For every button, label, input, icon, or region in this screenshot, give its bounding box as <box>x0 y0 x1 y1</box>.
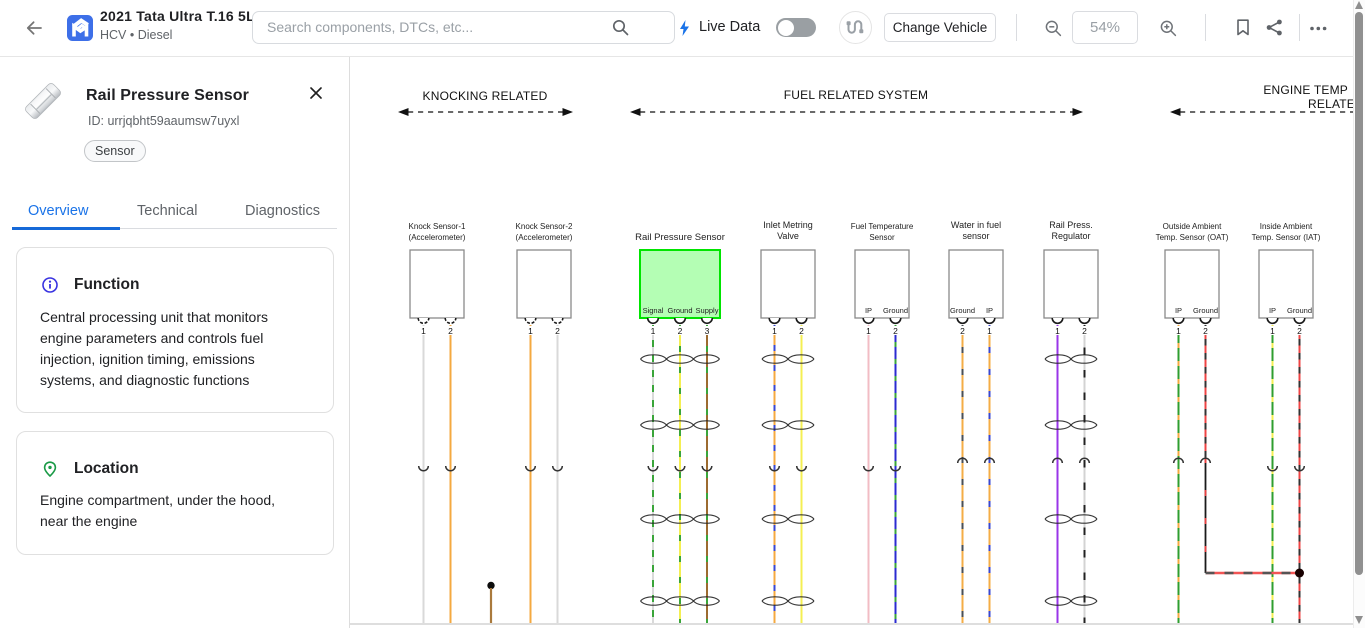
svg-text:Water in fuel: Water in fuel <box>951 220 1001 230</box>
svg-text:1: 1 <box>1176 326 1181 336</box>
svg-text:Regulator: Regulator <box>1051 231 1090 241</box>
svg-text:Temp. Sensor (IAT): Temp. Sensor (IAT) <box>1252 233 1321 242</box>
svg-text:(Accelerometer): (Accelerometer) <box>516 233 573 242</box>
svg-text:Knock Sensor-1: Knock Sensor-1 <box>409 222 466 231</box>
svg-text:IP: IP <box>1269 306 1276 315</box>
svg-text:1: 1 <box>528 326 533 336</box>
svg-text:Rail Pressure Sensor: Rail Pressure Sensor <box>635 232 725 243</box>
svg-text:Ground: Ground <box>950 306 975 315</box>
svg-text:(Accelerometer): (Accelerometer) <box>409 233 466 242</box>
svg-text:1: 1 <box>651 326 656 336</box>
svg-text:Inlet Metring: Inlet Metring <box>763 220 813 230</box>
svg-text:2: 2 <box>555 326 560 336</box>
svg-text:Ground: Ground <box>1287 306 1312 315</box>
svg-text:Inside Ambient: Inside Ambient <box>1260 222 1313 231</box>
svg-text:2: 2 <box>448 326 453 336</box>
svg-text:2: 2 <box>1203 326 1208 336</box>
svg-text:2: 2 <box>799 326 804 336</box>
svg-text:2: 2 <box>1297 326 1302 336</box>
svg-text:sensor: sensor <box>962 231 989 241</box>
svg-text:1: 1 <box>1270 326 1275 336</box>
svg-text:Temp. Sensor (OAT): Temp. Sensor (OAT) <box>1156 233 1229 242</box>
svg-text:Ground: Ground <box>1193 306 1218 315</box>
svg-text:Ground: Ground <box>667 306 692 315</box>
svg-text:2: 2 <box>893 326 898 336</box>
svg-text:IP: IP <box>865 306 872 315</box>
svg-text:1: 1 <box>421 326 426 336</box>
svg-text:KNOCKING RELATED: KNOCKING RELATED <box>423 89 548 103</box>
svg-text:1: 1 <box>987 326 992 336</box>
svg-text:Sensor: Sensor <box>869 233 895 242</box>
svg-text:Signal: Signal <box>643 306 664 315</box>
svg-text:RELATED: RELATED <box>1308 97 1364 111</box>
svg-text:Knock Sensor-2: Knock Sensor-2 <box>516 222 573 231</box>
svg-text:1: 1 <box>866 326 871 336</box>
svg-text:Supply: Supply <box>696 306 719 315</box>
svg-text:Valve: Valve <box>777 231 799 241</box>
svg-text:IP: IP <box>986 306 993 315</box>
svg-text:FUEL RELATED SYSTEM: FUEL RELATED SYSTEM <box>784 88 929 102</box>
svg-text:2: 2 <box>960 326 965 336</box>
svg-text:3: 3 <box>705 326 710 336</box>
svg-text:Ground: Ground <box>883 306 908 315</box>
svg-text:IP: IP <box>1175 306 1182 315</box>
svg-text:Fuel Temperature: Fuel Temperature <box>851 222 914 231</box>
svg-text:2: 2 <box>678 326 683 336</box>
svg-text:ENGINE TEMP: ENGINE TEMP <box>1263 83 1348 97</box>
svg-text:2: 2 <box>1082 326 1087 336</box>
svg-text:Rail Press.: Rail Press. <box>1049 220 1093 230</box>
svg-text:Outside Ambient: Outside Ambient <box>1163 222 1222 231</box>
svg-text:1: 1 <box>1055 326 1060 336</box>
svg-text:1: 1 <box>772 326 777 336</box>
